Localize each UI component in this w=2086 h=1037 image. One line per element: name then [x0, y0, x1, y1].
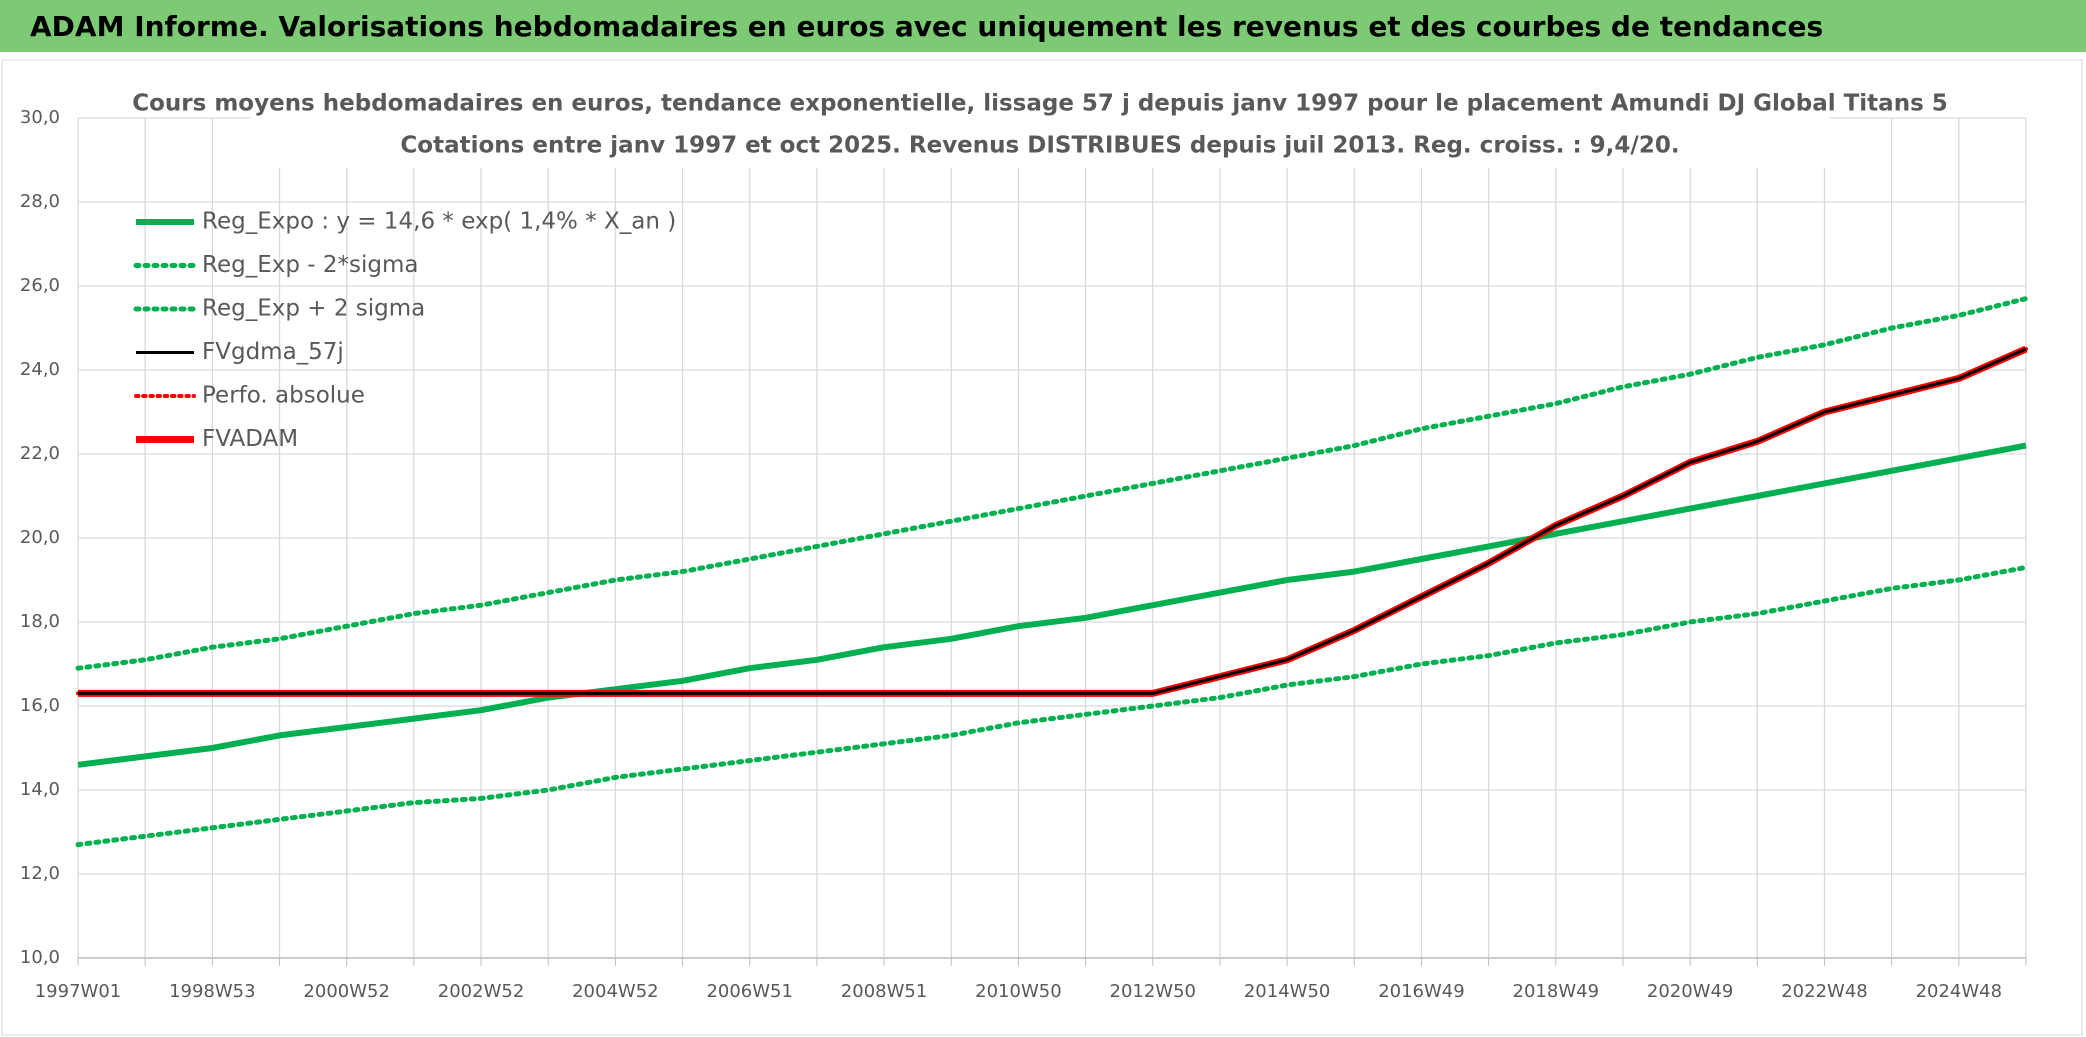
chart-frame — [1, 59, 2083, 1036]
legend-label: FVgdma_57j — [202, 339, 344, 365]
legend-label: FVADAM — [202, 426, 298, 452]
x-tick-label: 2022W48 — [1781, 981, 1868, 1002]
chart-title: Cours moyens hebdomadaires en euros, ten… — [132, 91, 1948, 117]
title-background — [250, 86, 1830, 168]
x-tick-label: 2012W50 — [1110, 981, 1197, 1002]
x-tick-label: 2002W52 — [438, 981, 525, 1002]
y-tick-label: 28,0 — [20, 191, 60, 212]
series-line — [77, 442, 2027, 768]
y-tick-label: 14,0 — [20, 779, 60, 800]
legend-label: Reg_Exp + 2 sigma — [202, 296, 425, 322]
y-tick-label: 26,0 — [20, 275, 60, 296]
y-tick-label: 12,0 — [20, 863, 60, 884]
y-tick-label: 24,0 — [20, 359, 60, 380]
y-tick-label: 20,0 — [20, 527, 60, 548]
series-line — [78, 347, 2027, 695]
x-tick-label: 1998W53 — [169, 981, 256, 1002]
x-tick-label: 2014W50 — [1244, 981, 1331, 1002]
x-tick-label: 2000W52 — [303, 981, 390, 1002]
x-tick-label: 2024W48 — [1916, 981, 2003, 1002]
x-tick-label: 2018W49 — [1513, 981, 1600, 1002]
y-tick-label: 22,0 — [20, 443, 60, 464]
x-tick-label: 2020W49 — [1647, 981, 1734, 1002]
y-tick-label: 16,0 — [20, 695, 60, 716]
y-tick-label: 30,0 — [20, 107, 60, 128]
x-tick-label: 2010W50 — [975, 981, 1062, 1002]
x-tick-label: 2006W51 — [706, 981, 793, 1002]
legend-label: Reg_Exp - 2*sigma — [202, 252, 418, 278]
x-tick-label: 2004W52 — [572, 981, 659, 1002]
x-tick-label: 2008W51 — [841, 981, 928, 1002]
series-line — [78, 345, 2028, 697]
x-tick-label: 1997W01 — [35, 981, 122, 1002]
chart-subtitle: Cotations entre janv 1997 et oct 2025. R… — [400, 133, 1679, 159]
series-line — [76, 347, 2028, 696]
x-tick-label: 2016W49 — [1378, 981, 1465, 1002]
legend-label: Perfo. absolue — [202, 383, 365, 409]
y-tick-label: 10,0 — [20, 947, 60, 968]
series-line — [75, 296, 2029, 671]
header-title: ADAM Informe. Valorisations hebdomadaire… — [30, 10, 1823, 43]
legend-label: Reg_Expo : y = 14,6 * exp( 1,4% * X_an ) — [202, 209, 676, 235]
header-bar — [0, 0, 2086, 52]
series-line — [75, 564, 2029, 848]
y-tick-label: 18,0 — [20, 611, 60, 632]
